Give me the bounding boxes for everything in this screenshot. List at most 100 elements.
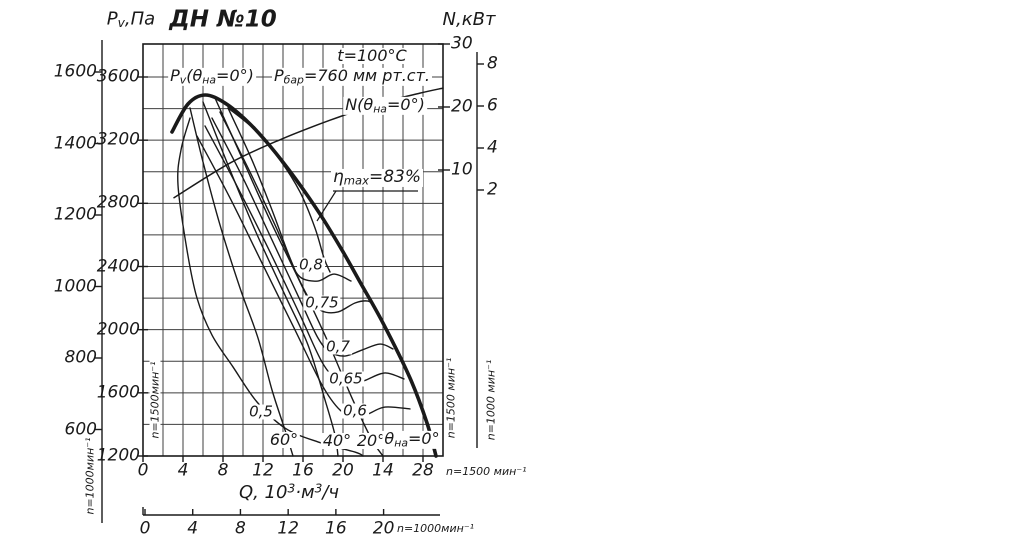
efficiency-contour-0-65 bbox=[204, 125, 405, 386]
tick-label: 0 bbox=[137, 460, 149, 481]
tick-label: 600 bbox=[64, 419, 97, 439]
tick-label: 12 bbox=[252, 460, 274, 481]
tick-label: 4 bbox=[187, 518, 199, 539]
tick-label: 8 bbox=[487, 53, 498, 74]
n-curve-annotation: N(θна=0°) bbox=[343, 94, 427, 116]
tick-label: 16 bbox=[325, 518, 347, 539]
text-segment: бар bbox=[283, 73, 304, 87]
text-segment: =0°) bbox=[386, 94, 425, 114]
text-segment: ·м bbox=[295, 481, 315, 503]
pv-curve-annotation: Pv(θна=0°) bbox=[168, 65, 256, 87]
power-curve bbox=[173, 87, 444, 199]
speed-label-right-outer: n=1000 мин⁻¹ bbox=[484, 359, 498, 441]
efficiency-contour-0-6 bbox=[196, 135, 411, 418]
speed-label-left-inner: n=1500мин⁻¹ bbox=[148, 359, 162, 441]
text-segment: 3 bbox=[314, 481, 323, 496]
pressure-curve-0deg-main bbox=[170, 93, 438, 458]
text-segment: ,Па bbox=[124, 8, 156, 30]
speed-label-x-secondary: n=1000мин⁻¹ bbox=[397, 522, 475, 535]
vane-angle-label-0: θна=0° bbox=[382, 428, 442, 450]
secondary-flow-axis bbox=[142, 507, 440, 516]
text-segment: на bbox=[394, 436, 408, 450]
barometric-annotation: Pбар=760 мм рт.ст. bbox=[272, 65, 432, 87]
vane-angle-label-20: 20° bbox=[354, 431, 388, 450]
axis-ticks bbox=[137, 43, 450, 462]
contour-label-0-65: 0,65 bbox=[327, 369, 365, 388]
efficiency-contour-0-5 bbox=[177, 117, 364, 457]
tick-label: 3200 bbox=[96, 129, 140, 150]
text-segment: =0°) bbox=[216, 65, 254, 85]
pressure-curve-40deg bbox=[202, 101, 339, 457]
outer-right-axis bbox=[476, 52, 484, 448]
tick-label: 20 bbox=[372, 518, 395, 539]
tick-label: 28 bbox=[412, 460, 434, 481]
text-segment: (θ bbox=[186, 65, 203, 85]
flow-axis-title: Q, 103·м3/ч bbox=[239, 482, 339, 502]
text-segment: на bbox=[373, 102, 387, 116]
speed-label-x-main: n=1500 мин⁻¹ bbox=[446, 465, 527, 478]
text-segment: P bbox=[274, 65, 284, 85]
text-segment: =0° bbox=[407, 428, 440, 448]
contour-label-0-5: 0,5 bbox=[247, 402, 275, 421]
contour-label-0-6: 0,6 bbox=[341, 401, 369, 420]
tick-label: 2 bbox=[487, 179, 498, 200]
speed-label-left-outer: n=1000мин⁻¹ bbox=[83, 437, 97, 515]
tick-label: 30 bbox=[451, 33, 473, 54]
tick-label: 2400 bbox=[96, 256, 140, 276]
text-segment: θ bbox=[384, 428, 395, 448]
plot-frame bbox=[142, 43, 444, 457]
text-segment: на bbox=[202, 73, 217, 87]
page-title: ДН №10 bbox=[169, 6, 277, 33]
temperature-annotation: t=100°C bbox=[335, 48, 409, 64]
tick-label: 16 bbox=[292, 460, 314, 481]
tick-label: 1600 bbox=[53, 61, 97, 82]
outer-left-axis bbox=[95, 40, 103, 523]
eta-max-leader-line bbox=[316, 190, 337, 222]
tick-label: 1000 bbox=[53, 276, 97, 296]
text-segment: η bbox=[333, 166, 344, 187]
text-segment: N,кВт bbox=[442, 9, 496, 30]
text-segment: v bbox=[179, 73, 187, 87]
tick-label: 2000 bbox=[96, 319, 140, 340]
tick-label: 4 bbox=[177, 460, 189, 481]
eta-max-annotation: ηmax=83% bbox=[331, 166, 423, 188]
tick-label: 2800 bbox=[96, 192, 140, 213]
text-segment: 3 bbox=[287, 481, 296, 496]
power-axis-title: N,кВт bbox=[443, 11, 496, 29]
contour-label-0-7: 0,7 bbox=[324, 337, 352, 356]
tick-label: 8 bbox=[235, 518, 246, 539]
pressure-axis-title: Pv,Па bbox=[106, 8, 156, 31]
text-segment: Q, 10 bbox=[238, 481, 288, 503]
text-segment: P bbox=[106, 8, 118, 30]
tick-label: 3600 bbox=[96, 66, 140, 87]
tick-label: 1200 bbox=[53, 204, 97, 225]
text-segment: P bbox=[170, 65, 180, 85]
contour-label-0-75: 0,75 bbox=[303, 293, 341, 312]
tick-label: 10 bbox=[451, 159, 473, 180]
vane-angle-label-40: 40° bbox=[320, 431, 354, 450]
text-segment: N(θ bbox=[345, 94, 374, 114]
contour-label-0-8: 0,8 bbox=[297, 255, 325, 274]
efficiency-contour-0-7 bbox=[211, 117, 394, 357]
tick-label: 4 bbox=[487, 137, 498, 158]
text-segment: /ч bbox=[322, 481, 340, 503]
text-segment: max bbox=[343, 173, 369, 188]
efficiency-contour-0-8 bbox=[227, 107, 352, 282]
text-segment: =83% bbox=[368, 166, 421, 187]
text-segment: =760 мм рт.ст. bbox=[303, 65, 430, 85]
speed-label-right-inner: n=1500 мин⁻¹ bbox=[444, 357, 458, 439]
pressure-curve-60deg bbox=[189, 107, 294, 457]
tick-label: 1600 bbox=[96, 382, 140, 403]
tick-label: 0 bbox=[139, 518, 151, 539]
tick-label: 14 bbox=[372, 460, 394, 481]
tick-label: 1400 bbox=[53, 133, 97, 153]
vane-angle-label-60: 60° bbox=[267, 430, 301, 449]
tick-label: 12 bbox=[277, 518, 299, 539]
tick-label: 1200 bbox=[96, 445, 140, 466]
text-segment: v bbox=[117, 16, 125, 31]
tick-label: 6 bbox=[487, 95, 498, 116]
tick-label: 20 bbox=[451, 96, 473, 117]
eta-max-leader bbox=[316, 190, 418, 222]
